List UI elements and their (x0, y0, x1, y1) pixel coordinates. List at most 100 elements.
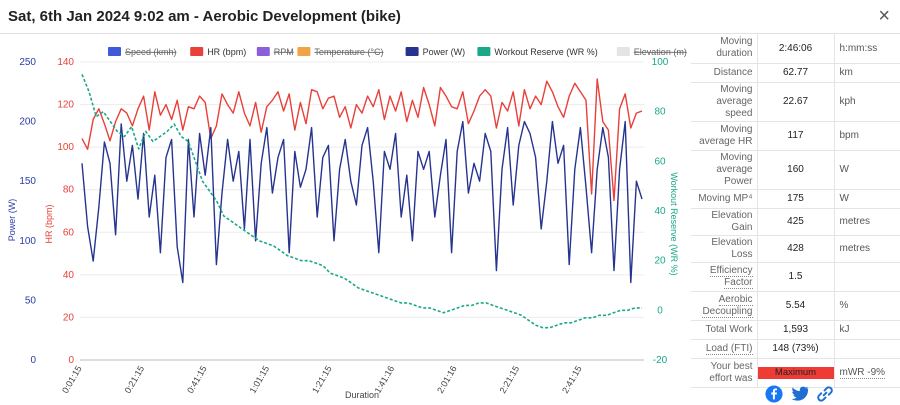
stat-label: Elevation Gain (691, 208, 757, 236)
power-tick-label: 100 (19, 236, 36, 247)
best-effort-unit[interactable]: mWR -9% (833, 358, 900, 388)
stat-label: Moving average Power (691, 150, 757, 190)
stat-row: Moving MP⁴ 175 W (691, 189, 900, 209)
modal-header: Sat, 6th Jan 2024 9:02 am - Aerobic Deve… (0, 0, 900, 34)
stat-value: 148 (73%) (756, 339, 834, 359)
legend-label: Power (W) (423, 47, 466, 57)
x-tick-label: 0:01:15 (60, 364, 84, 395)
close-icon[interactable]: × (878, 5, 890, 27)
best-effort-label: Your best effort was (691, 358, 757, 388)
chart-axes: 0 50 100 150 200 250 0 20 40 60 80 100 120 140 -20 0 20 4… (7, 57, 679, 400)
stat-label: Moving MP⁴ (691, 189, 757, 209)
wr-tick-label: 40 (654, 206, 666, 217)
power-tick-label: 200 (19, 117, 36, 128)
x-tick-label: 2:41:15 (560, 364, 584, 395)
stat-value: 1.5 (756, 262, 834, 292)
stats-panel: Moving duration 2:46:06 h:mm:ss Distance 62.… (691, 34, 900, 405)
stat-unit: km (833, 63, 900, 83)
x-tick-label: 0:21:15 (123, 364, 147, 395)
best-effort-row: Your best effort was Maximum mWR -9% (691, 358, 900, 388)
chart-series (81, 74, 643, 329)
legend-label: RPM (274, 47, 294, 57)
stat-unit: h:mm:ss (833, 34, 900, 64)
facebook-icon[interactable] (765, 385, 783, 403)
stat-unit: kJ (833, 320, 900, 340)
hr-tick-label: 80 (63, 185, 75, 196)
stats-table: Moving duration 2:46:06 h:mm:ss Distance 62.… (691, 34, 900, 388)
hr-tick-label: 140 (57, 57, 74, 68)
hr-axis-title: HR (bpm) (44, 204, 54, 243)
hr-tick-label: 40 (63, 270, 75, 281)
stat-value: 117 (756, 121, 834, 151)
stat-value: 2:46:06 (756, 34, 834, 64)
stat-unit: bpm (833, 121, 900, 151)
legend-swatch (405, 47, 419, 56)
power-tick-label: 250 (19, 57, 36, 68)
wr-axis-title: Workout Reserve (WR %) (669, 172, 679, 275)
legend-swatch (477, 47, 491, 56)
hr-tick-label: 120 (57, 100, 74, 111)
stat-unit: W (833, 189, 900, 209)
stat-value: 22.67 (756, 82, 834, 122)
stat-row: Moving average Power 160 W (691, 150, 900, 190)
stat-value: 160 (756, 150, 834, 190)
stat-label: Moving average speed (691, 82, 757, 122)
legend-swatch (108, 47, 121, 56)
chart-legend[interactable]: Speed (kmh) HR (bpm) RPM Temperature (°C) Po… (108, 47, 687, 57)
stat-row: Aerobic Decoupling 5.54% (691, 291, 900, 321)
legend-item[interactable]: RPM (256, 47, 294, 57)
legend-label: Workout Reserve (WR %) (494, 47, 597, 57)
hr-tick-label: 20 (63, 312, 75, 323)
twitter-icon[interactable] (791, 385, 809, 403)
legend-item[interactable]: Power (W) (405, 47, 466, 57)
hr-tick-label: 100 (57, 142, 74, 153)
legend-item[interactable]: Workout Reserve (WR %) (477, 47, 598, 57)
stat-unit: W (833, 150, 900, 190)
power-tick-label: 0 (30, 355, 36, 366)
hr-tick-label: 60 (63, 227, 75, 238)
x-axis-title: Duration (345, 390, 379, 400)
wr-tick-label: 80 (654, 107, 666, 118)
hr-tick-label: 0 (68, 355, 74, 366)
x-tick-label: 2:21:15 (498, 364, 522, 395)
stat-label: Elevation Loss (691, 235, 757, 263)
stat-value: 1,593 (756, 320, 834, 340)
legend-item[interactable]: Elevation (m) (616, 47, 687, 57)
x-tick-label: 1:21:15 (310, 364, 334, 395)
legend-label: Temperature (°C) (314, 47, 383, 57)
legend-item[interactable]: HR (bpm) (190, 47, 246, 57)
wr-tick-label: -20 (653, 355, 668, 366)
stat-label: Distance (691, 63, 757, 83)
wr-tick-label: 100 (652, 57, 669, 68)
stat-unit: kph (833, 82, 900, 122)
stat-label: Total Work (691, 320, 757, 340)
stat-label: Moving duration (691, 34, 757, 64)
legend-label: HR (bpm) (207, 47, 246, 57)
wr-tick-label: 0 (657, 305, 663, 316)
stat-label[interactable]: Aerobic Decoupling (691, 291, 757, 321)
legend-label: Elevation (m) (634, 47, 687, 57)
stat-row: Elevation Loss 428 metres (691, 235, 900, 263)
stat-value: 428 (756, 235, 834, 263)
stat-label[interactable]: Load (FTI) (691, 339, 757, 359)
power-tick-label: 150 (19, 176, 36, 187)
stat-value: 5.54 (756, 291, 834, 321)
activity-chart: 0 50 100 150 200 250 0 20 40 60 80 100 120 140 -20 0 20 4… (7, 47, 687, 400)
stat-row: Distance 62.77 km (691, 63, 900, 83)
legend-item[interactable]: Temperature (°C) (297, 47, 384, 57)
stat-value: 425 (756, 208, 834, 236)
stat-row: Moving average HR 117 bpm (691, 121, 900, 151)
legend-swatch (297, 47, 311, 56)
link-icon[interactable] (816, 385, 834, 403)
stat-value: 175 (756, 189, 834, 209)
stat-row: Elevation Gain 425 metres (691, 208, 900, 236)
page-title: Sat, 6th Jan 2024 9:02 am - Aerobic Deve… (8, 8, 401, 25)
stat-label[interactable]: Efficiency Factor (691, 262, 757, 292)
hr-bpm-line (81, 78, 643, 202)
legend-swatch (190, 47, 204, 56)
best-effort-value: Maximum (756, 358, 834, 388)
legend-label: Speed (kmh) (125, 47, 177, 57)
best-effort-badge: Maximum (757, 366, 834, 379)
legend-swatch (256, 47, 270, 56)
legend-item[interactable]: Speed (kmh) (108, 47, 177, 57)
